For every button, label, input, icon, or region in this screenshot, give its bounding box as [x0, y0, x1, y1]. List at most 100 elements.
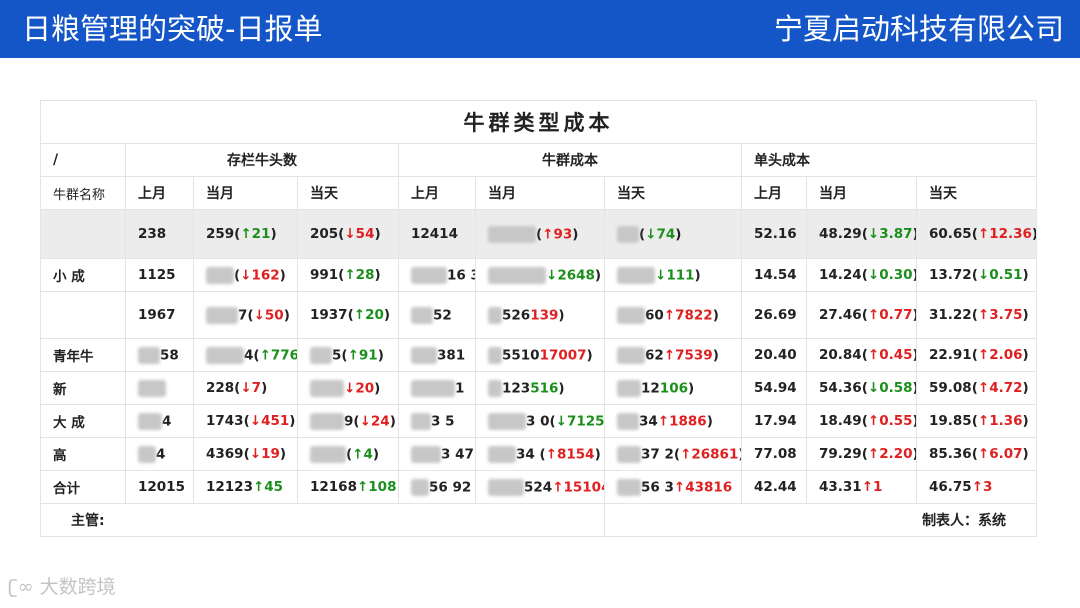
value-main: 9( [344, 413, 360, 429]
arrow-up-icon: ↑ [971, 479, 984, 495]
value-delta: 111 [666, 267, 695, 283]
redacted-blur [411, 478, 429, 496]
value-main: 60 [645, 307, 664, 323]
arrow-up-icon: ↑ [259, 347, 271, 363]
value-main: 5510 [502, 347, 540, 363]
redacted-blur [206, 306, 238, 324]
arrow-up-icon: ↑ [977, 413, 990, 429]
value-cell: 4 [125, 404, 194, 438]
value-cell: 4(↑776) [193, 338, 298, 372]
value-cell: 1937(↑20) [297, 291, 399, 339]
redacted-blur [138, 379, 166, 397]
table-title: 牛群类型成本 [39, 100, 1038, 144]
value-delta: 54 [355, 226, 375, 242]
arrow-up-icon: ↑ [545, 446, 557, 462]
redacted-blur [411, 346, 437, 364]
value-tail: ) [1032, 226, 1036, 242]
value-delta: 8154 [556, 446, 595, 462]
period-header: 当月 [193, 176, 298, 210]
value-main: 524 [524, 479, 553, 495]
value-main: 991( [310, 267, 345, 283]
value-tail: ) [270, 226, 277, 242]
value-tail: ) [913, 347, 916, 363]
arrow-down-icon: ↓ [344, 380, 356, 396]
value-cell: 85.36(↑6.07) [915, 437, 1038, 471]
redacted-blur [310, 379, 344, 397]
value-cell: 13.72(↓0.51) [915, 258, 1038, 292]
value-cell: ↓111) [604, 258, 742, 292]
value-tail: ) [374, 380, 381, 396]
value-cell: 12168↑108 [297, 470, 399, 504]
value-cell: 34 (↑8154) [475, 437, 605, 471]
arrow-down-icon: ↓ [249, 446, 262, 462]
arrow-up-icon: ↑ [977, 226, 990, 242]
value-delta: 7539 [675, 347, 713, 363]
redacted-blur [488, 412, 526, 430]
value-main: 62 [645, 347, 664, 363]
value-main: 22.91( [929, 347, 978, 363]
value-main: 46.75 [929, 479, 972, 495]
value-tail: ) [594, 446, 601, 462]
value-delta: 3 [983, 479, 993, 495]
value-main: 20.84( [819, 347, 868, 363]
value-tail: ) [706, 413, 713, 429]
period-header: 上月 [741, 176, 807, 210]
arrow-up-icon: ↑ [252, 479, 265, 495]
herd-name-cell [40, 209, 126, 259]
period-header: 上月 [125, 176, 194, 210]
value-main: 12123 [206, 479, 253, 495]
value-main: 14.54 [754, 267, 797, 283]
value-main: 16 3 [447, 267, 475, 283]
value-tail: ) [1022, 267, 1029, 283]
value-delta: 2.06 [989, 347, 1023, 363]
redacted-blur [488, 478, 524, 496]
value-main: 27.46( [819, 307, 868, 323]
value-cell: 238 [125, 209, 194, 259]
value-tail: ) [1022, 380, 1029, 396]
value-cell: 1 [398, 371, 476, 405]
value-main: 3 5 [431, 413, 455, 429]
value-main: 1 [455, 380, 465, 396]
value-main: 52 [433, 307, 452, 323]
herd-name-cell: 合计 [40, 470, 126, 504]
value-delta: 162 [251, 267, 280, 283]
value-tail: ) [1022, 413, 1029, 429]
value-main: 4 [156, 446, 166, 462]
table-body: 238 259(↑21) 205(↓54) 12414 (↑93) (↓74) 52.16 4… [40, 209, 1038, 504]
value-cell: 52 [398, 291, 476, 339]
value-delta: 17007 [539, 347, 587, 363]
table-row: 1967 7(↓50) 1937(↑20) 52 526139) 60↑7822) 26.6… [40, 291, 1038, 339]
value-cell: 18.49(↑0.55) [806, 404, 917, 438]
redacted-blur [617, 306, 645, 324]
value-cell: 12414 [398, 209, 476, 259]
watermark-logo-icon: ʗ∞ [8, 576, 40, 598]
value-tail: ) [374, 267, 381, 283]
value-main: 3 47 [441, 446, 474, 462]
value-main: 56 3 [641, 479, 674, 495]
arrow-down-icon: ↓ [555, 413, 567, 429]
value-delta: 4 [363, 446, 373, 462]
arrow-up-icon: ↑ [347, 347, 359, 363]
value-delta: 43816 [685, 479, 733, 495]
arrow-down-icon: ↓ [344, 226, 356, 242]
value-cell: 37 2(↑26861) [604, 437, 742, 471]
arrow-down-icon: ↓ [359, 413, 371, 429]
herd-name-cell [40, 291, 126, 339]
value-cell: (↓162) [193, 258, 298, 292]
value-main: 4( [244, 347, 260, 363]
value-cell: 60↑7822) [604, 291, 742, 339]
redacted-blur [617, 225, 639, 243]
value-cell: 4369(↓19) [193, 437, 298, 471]
value-main: 12414 [411, 226, 458, 242]
value-cell: ↓20) [297, 371, 399, 405]
value-main: 43.31 [819, 479, 862, 495]
redacted-blur [310, 346, 332, 364]
herd-name-cell: 小 成 [40, 258, 126, 292]
arrow-down-icon: ↓ [867, 226, 880, 242]
arrow-down-icon: ↓ [240, 267, 252, 283]
arrow-down-icon: ↓ [546, 267, 558, 283]
arrow-up-icon: ↑ [867, 413, 880, 429]
arrow-up-icon: ↑ [352, 446, 364, 462]
herd-name: 高 [53, 448, 67, 464]
